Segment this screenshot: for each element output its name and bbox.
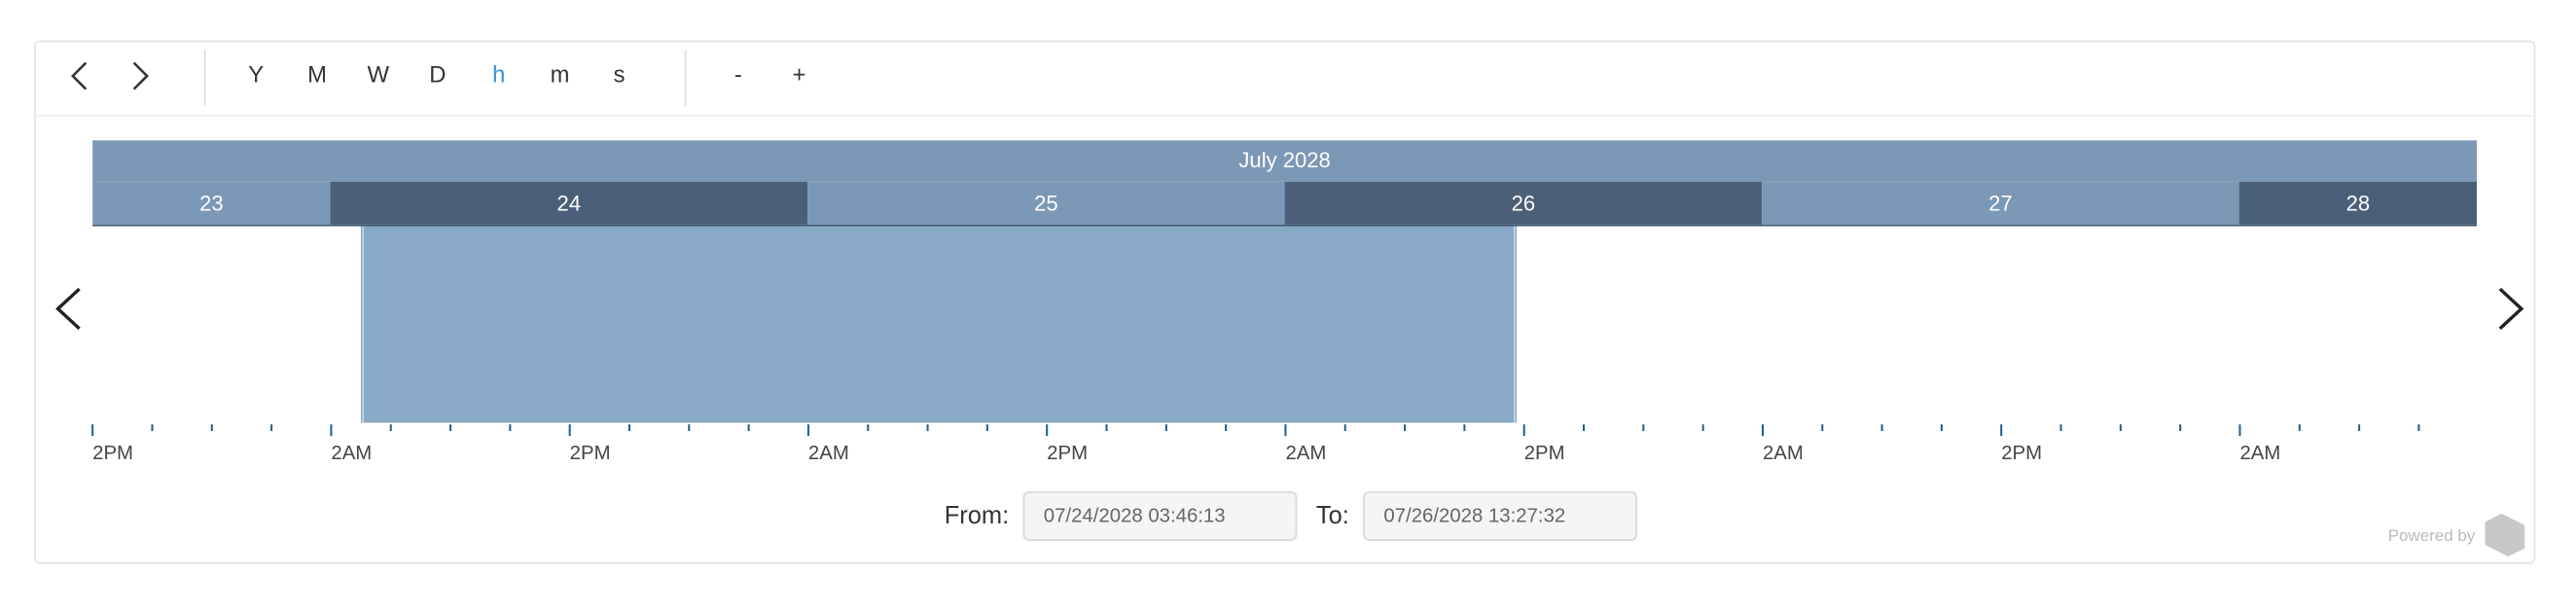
zoom-level-button[interactable]: h	[492, 61, 505, 88]
day-cell	[92, 181, 331, 225]
time-tick-label: 2AM	[1763, 443, 1804, 464]
to-input[interactable]	[1363, 490, 1637, 541]
day-label: 27	[1988, 191, 2013, 215]
day-label: 26	[1512, 191, 1536, 215]
time-tick-label: 2PM	[92, 443, 133, 464]
time-tick-label: 2PM	[2001, 443, 2042, 464]
month-band	[92, 140, 2478, 182]
day-label: 24	[557, 191, 582, 215]
next-button[interactable]	[132, 61, 149, 90]
day-label: 25	[1034, 191, 1058, 215]
zoom-level-button[interactable]: D	[429, 61, 446, 88]
day-label: 23	[199, 191, 224, 215]
scroll-right[interactable]	[2498, 287, 2524, 331]
scroll-left[interactable]	[55, 287, 81, 331]
day-cell	[330, 181, 808, 225]
to-value[interactable]: 07/26/2028 13:27:32	[1383, 506, 1565, 527]
zoom-level-button[interactable]: s	[614, 61, 626, 88]
zoom-level-button[interactable]: m	[551, 61, 570, 88]
zoom-button[interactable]: -	[734, 61, 742, 88]
zoom-button[interactable]: +	[793, 61, 806, 88]
day-label: 28	[2346, 191, 2371, 215]
time-tick-label: 2AM	[2239, 443, 2280, 464]
powered-by: Powered by	[2388, 526, 2476, 545]
from-label: From:	[945, 502, 1009, 529]
time-tick-label: 2PM	[1524, 443, 1565, 464]
logo	[2485, 513, 2525, 557]
time-tick-label: 2AM	[1285, 443, 1326, 464]
from-input[interactable]	[1022, 490, 1298, 541]
from-value[interactable]: 07/24/2028 03:46:13	[1044, 506, 1226, 527]
day-cell	[807, 181, 1285, 225]
to-label: To:	[1316, 502, 1349, 529]
day-cell	[1762, 181, 2239, 225]
day-cell	[2238, 181, 2478, 225]
month-label: July 2028	[1238, 148, 1330, 172]
time-tick-label: 2AM	[331, 443, 372, 464]
time-tick-label: 2PM	[1047, 443, 1088, 464]
time-tick-label: 2AM	[808, 443, 849, 464]
selected-range[interactable]	[363, 226, 1515, 423]
zoom-level-button[interactable]: W	[368, 61, 390, 88]
time-tick-label: 2PM	[570, 443, 611, 464]
zoom-level-button[interactable]: Y	[248, 61, 264, 88]
prev-button[interactable]	[70, 61, 88, 90]
zoom-level-button[interactable]: M	[307, 61, 327, 88]
day-cell	[1284, 181, 1763, 225]
